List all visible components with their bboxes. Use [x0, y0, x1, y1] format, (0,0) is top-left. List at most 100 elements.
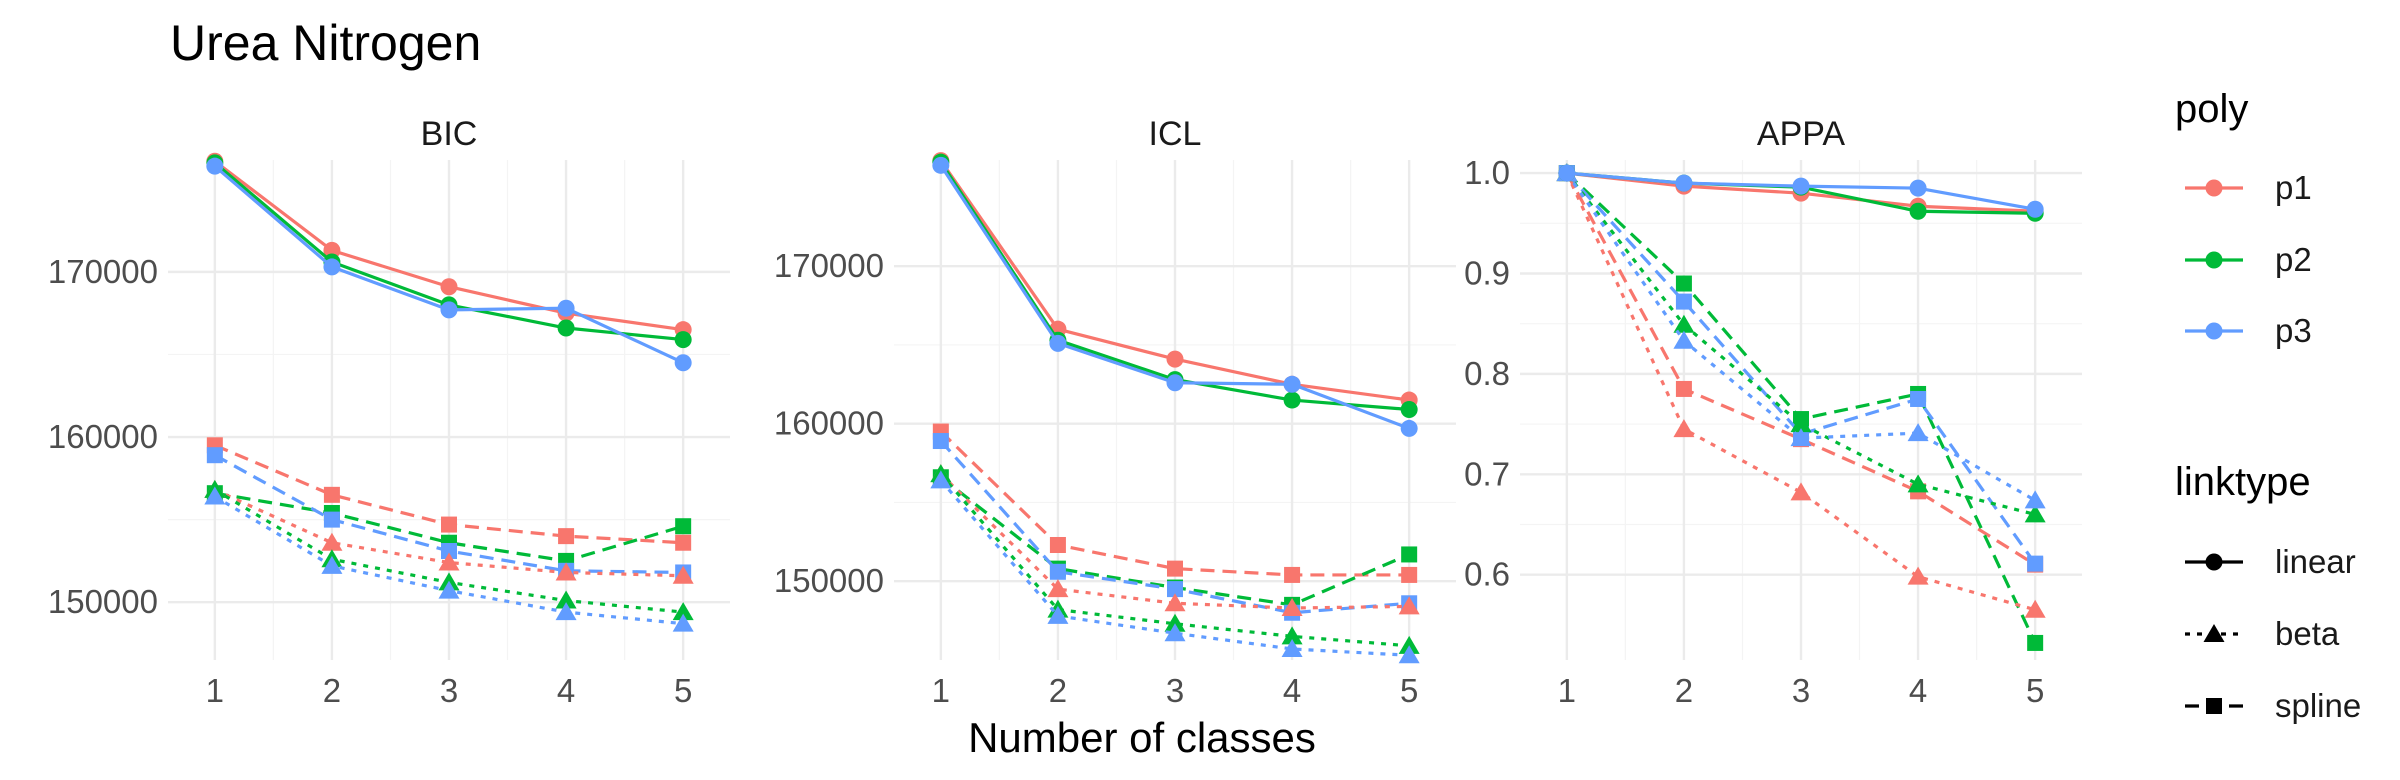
legend-label: p3 [2275, 312, 2312, 349]
data-point [1281, 638, 1303, 657]
data-point [558, 528, 575, 545]
data-point [1047, 605, 1069, 624]
data-point [2024, 599, 2046, 618]
data-point [1909, 202, 1927, 220]
data-point [672, 602, 694, 621]
legend-item-p1: p1 [2185, 169, 2312, 206]
data-point [1164, 593, 1186, 612]
data-point [2024, 504, 2046, 523]
series-p3-linear [932, 156, 1418, 437]
data-point [1164, 623, 1186, 642]
data-point [555, 602, 577, 621]
data-point [206, 447, 223, 464]
data-point [932, 156, 950, 174]
legend-item-beta: beta [2185, 615, 2340, 652]
data-point [1400, 419, 1418, 437]
data-point [1283, 375, 1301, 393]
data-point [323, 258, 341, 276]
data-point [1673, 419, 1695, 438]
y-tick-label: 170000 [48, 253, 158, 290]
x-tick-label: 2 [1675, 672, 1693, 709]
series-line [1565, 172, 2037, 566]
data-point [440, 301, 458, 319]
series-p3-beta [930, 470, 1420, 664]
data-point [675, 534, 692, 551]
data-point [932, 433, 949, 450]
legend-item-p2: p2 [2185, 241, 2312, 278]
legend-label: beta [2275, 615, 2340, 652]
series-p3-beta [204, 486, 694, 632]
data-point [438, 580, 460, 599]
data-point [1907, 566, 1929, 585]
data-point [1907, 423, 1929, 442]
data-point [1281, 626, 1303, 645]
x-tick-label: 1 [206, 672, 224, 709]
data-point [2024, 490, 2046, 509]
data-point [1401, 546, 1418, 563]
data-point [1558, 164, 1576, 182]
legend-item-spline: spline [2185, 687, 2361, 724]
data-point [1673, 330, 1695, 349]
legend-key-marker [2205, 322, 2223, 340]
data-point [323, 486, 340, 503]
y-tick-label: 160000 [774, 405, 884, 442]
x-tick-label: 3 [1166, 672, 1184, 709]
y-tick-label: 160000 [48, 418, 158, 455]
data-point [1283, 391, 1301, 409]
data-point [204, 486, 226, 505]
panel-appa: APPA 0.6 0.7 0.8 0.9 1.0 1 2 3 4 5 [1464, 115, 2082, 709]
x-tick-label: 5 [1400, 672, 1418, 709]
data-point [674, 354, 692, 372]
y-tick-label: 150000 [48, 583, 158, 620]
data-point [440, 278, 458, 296]
data-point [1675, 293, 1692, 310]
x-tick-label: 1 [932, 672, 950, 709]
panels: BIC 150000 160000 170000 1 2 3 4 5 ICL 150000 16000… [48, 115, 2082, 709]
data-point [1398, 635, 1420, 654]
series-line [214, 491, 684, 563]
data-point [675, 518, 692, 535]
x-tick-label: 4 [557, 672, 575, 709]
data-point [321, 532, 343, 551]
x-axis-label: Number of classes [968, 714, 1316, 761]
legend-key-marker [2203, 624, 2225, 642]
data-point [1400, 401, 1418, 419]
panel-icl: ICL 150000 160000 170000 1 2 3 4 5 [774, 115, 1456, 709]
legend-title-poly: poly [2175, 87, 2248, 131]
panel-title: APPA [1757, 115, 1846, 153]
data-point [1398, 645, 1420, 664]
data-point [1049, 334, 1067, 352]
data-point [321, 555, 343, 574]
panel-title: ICL [1149, 115, 1202, 153]
y-tick-label: 0.8 [1464, 355, 1510, 392]
data-point [557, 299, 575, 317]
legend-label: spline [2275, 687, 2361, 724]
data-point [441, 516, 457, 533]
data-point [557, 319, 575, 337]
data-point [1673, 314, 1695, 333]
data-point [1166, 350, 1184, 368]
y-tick-label: 0.7 [1464, 455, 1510, 492]
data-point [2027, 555, 2044, 572]
data-point [2027, 634, 2044, 651]
y-tick-label: 0.6 [1464, 556, 1510, 593]
y-tick-label: 150000 [774, 562, 884, 599]
data-point [1164, 613, 1186, 632]
data-point [1401, 566, 1418, 583]
data-point [1049, 536, 1066, 553]
legend-title-linktype: linktype [2175, 460, 2311, 504]
y-tick-label: 1.0 [1464, 154, 1510, 191]
data-point [1284, 566, 1301, 583]
panel-title: BIC [421, 115, 478, 153]
data-point [1675, 174, 1693, 192]
data-point [1907, 474, 1929, 493]
data-point [438, 552, 460, 571]
series-line [1565, 172, 2036, 516]
data-point [1167, 581, 1183, 598]
data-point [1047, 579, 1069, 598]
data-point [2026, 200, 2044, 218]
series-line [1565, 172, 2036, 502]
series-p1-spline [206, 437, 692, 551]
data-point [1910, 390, 1927, 407]
